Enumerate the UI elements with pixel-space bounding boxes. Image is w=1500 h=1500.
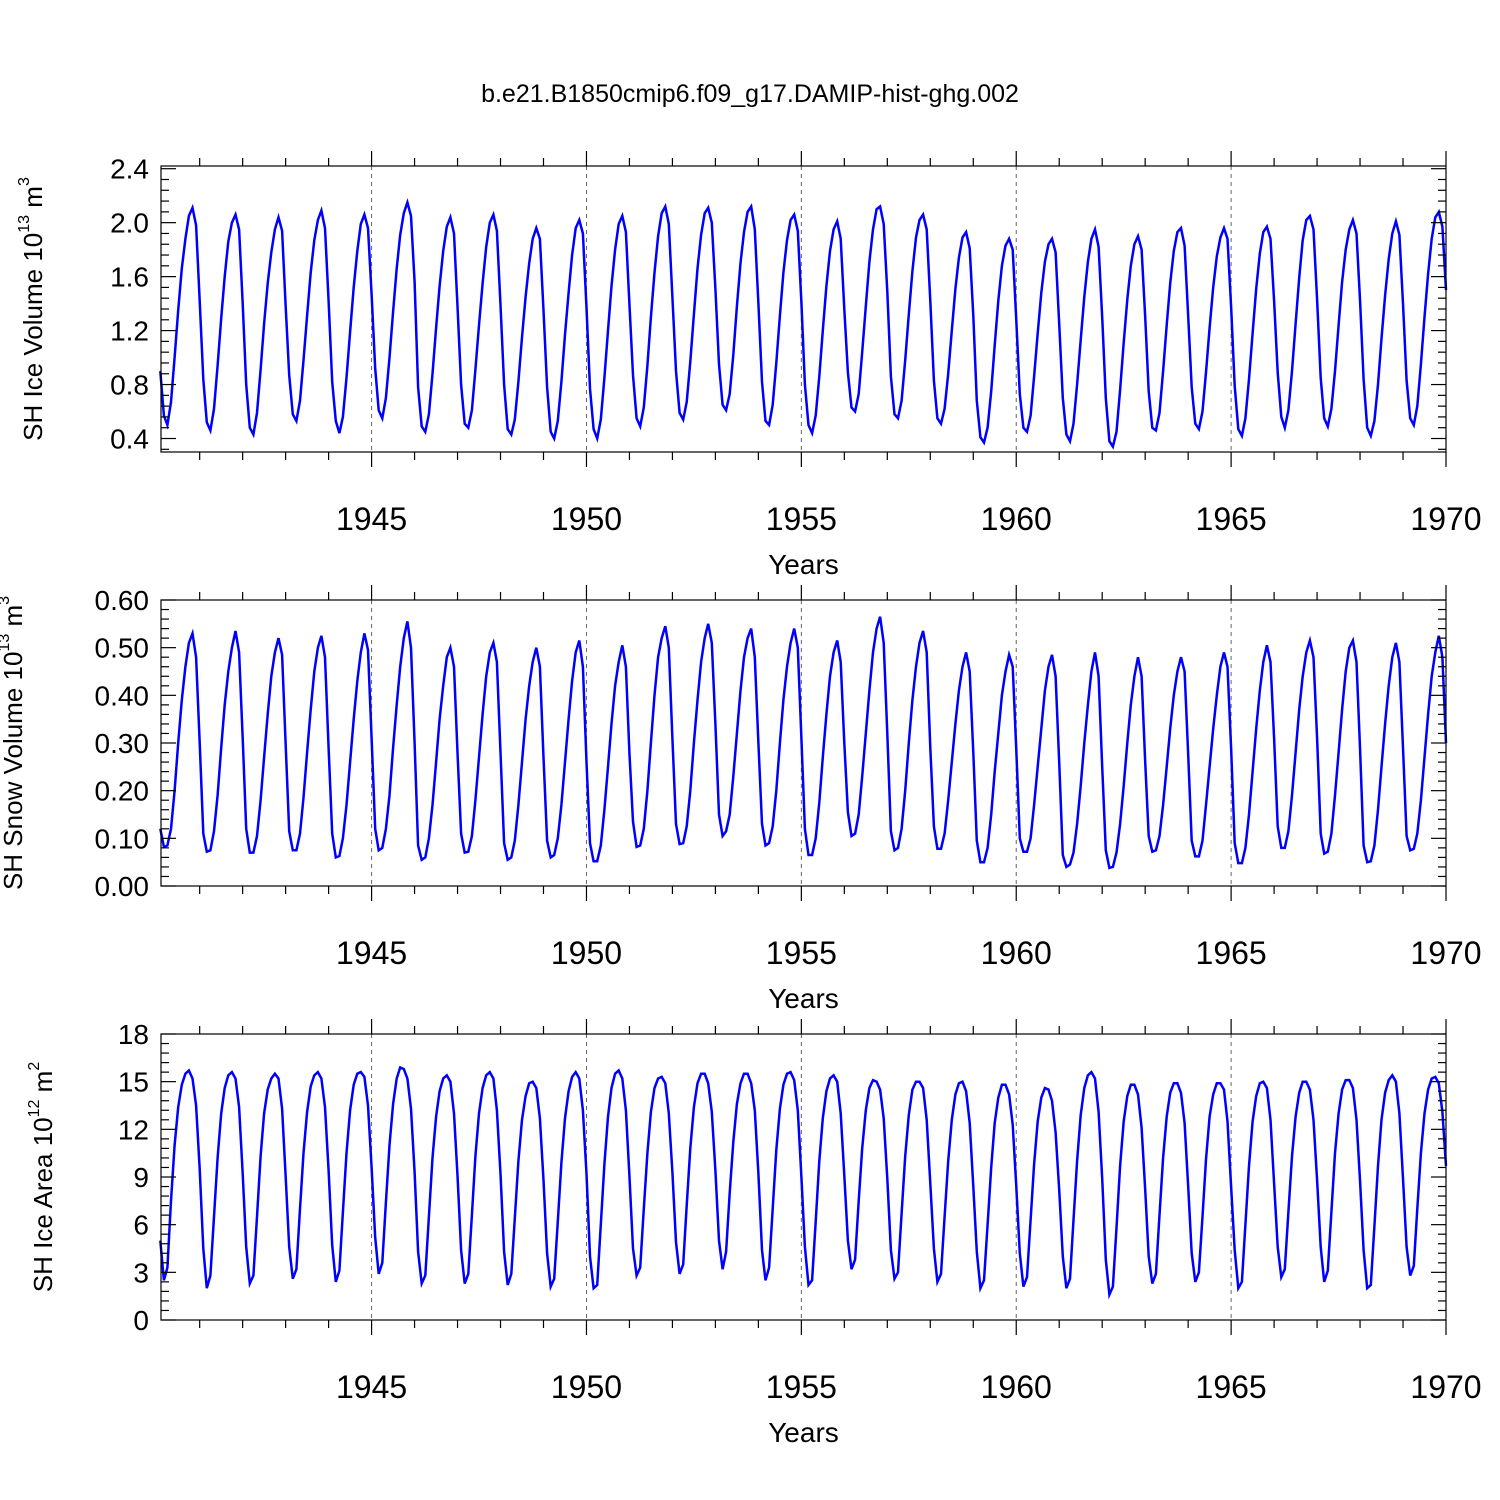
y-tick-label: 18 [118, 1019, 149, 1050]
tick-marks [161, 585, 1447, 901]
x-tick-label: 1950 [551, 501, 622, 537]
y-tick-label: 9 [133, 1162, 149, 1193]
x-tick-label: 1960 [981, 1369, 1052, 1405]
y-axis-label: SH Ice Area 1012 m2 [26, 1062, 58, 1293]
plot-frame [160, 599, 1447, 887]
y-tick-label: 3 [133, 1257, 149, 1288]
y-tick-label: 2.0 [110, 208, 149, 239]
y-axis-label-prefix: SH Ice Volume 10 [18, 233, 48, 441]
y-tick-label: 0.8 [110, 370, 149, 401]
y-tick-label: 6 [133, 1210, 149, 1241]
y-tick-label: 0.4 [110, 424, 149, 455]
x-axis-label: Years [768, 1417, 839, 1448]
y-axis-label: SH Ice Volume 1013 m3 [16, 177, 48, 441]
y-tick-labels: 0.00 0.10 0.20 0.30 0.40 0.50 0.60 [95, 585, 150, 902]
x-tick-label: 1970 [1410, 1369, 1481, 1405]
y-axis-label-exponent: 12 [26, 1099, 43, 1117]
panel-snow-volume: 0.00 0.10 0.20 0.30 0.40 0.50 0.60 1945 1950 195… [0, 585, 1482, 1014]
x-tick-label: 1950 [551, 1369, 622, 1405]
y-tick-label: 0.40 [95, 680, 150, 711]
x-tick-label: 1965 [1196, 501, 1267, 537]
x-tick-label: 1945 [336, 1369, 407, 1405]
y-tick-labels: 0 3 6 9 12 15 18 [118, 1019, 149, 1336]
x-tick-label: 1955 [766, 501, 837, 537]
y-tick-label: 0.00 [95, 871, 150, 902]
y-tick-label: 1.2 [110, 316, 149, 347]
figure-title: b.e21.B1850cmip6.f09_g17.DAMIP-hist-ghg.… [481, 80, 1019, 108]
y-tick-label: 0.50 [95, 633, 150, 664]
x-tick-labels: 1945 1950 1955 1960 1965 1970 [336, 501, 1482, 537]
y-axis-label-unit: m [28, 1071, 58, 1100]
y-tick-label: 0 [133, 1305, 149, 1336]
y-tick-label: 1.6 [110, 262, 149, 293]
y-tick-label: 0.10 [95, 823, 150, 854]
y-axis-label-unit-exponent: 3 [0, 596, 13, 605]
x-tick-labels: 1945 1950 1955 1960 1965 1970 [336, 935, 1482, 971]
snow-volume-series-line [159, 616, 1448, 870]
y-axis-label-unit: m [18, 186, 48, 215]
y-axis-label-unit-exponent: 3 [16, 177, 33, 186]
x-tick-label: 1960 [981, 935, 1052, 971]
x-tick-label: 1950 [551, 935, 622, 971]
panel-ice-volume: 0.40.81.21.62.02.4 1945 1950 1955 1960 1965 1… [16, 151, 1482, 580]
y-tick-label: 2.4 [110, 154, 149, 185]
y-axis-label-unit: m [0, 605, 28, 634]
y-tick-label: 0.20 [95, 776, 150, 807]
y-tick-label: 15 [118, 1067, 149, 1098]
y-axis-label: SH Snow Volume 1013 m3 [0, 596, 28, 890]
x-axis-label: Years [768, 549, 839, 580]
x-tick-label: 1965 [1196, 935, 1267, 971]
plot-frame [160, 165, 1447, 453]
x-tick-label: 1965 [1196, 1369, 1267, 1405]
tick-marks [161, 151, 1447, 467]
y-tick-label: 12 [118, 1114, 149, 1145]
plot-frame [160, 1033, 1447, 1321]
x-tick-label: 1945 [336, 501, 407, 537]
x-tick-label: 1945 [336, 935, 407, 971]
x-tick-label: 1955 [766, 1369, 837, 1405]
y-axis-label-unit-exponent: 2 [26, 1062, 43, 1071]
y-axis-label-prefix: SH Snow Volume 10 [0, 652, 28, 890]
x-tick-label: 1970 [1410, 935, 1481, 971]
x-tick-labels: 1945 1950 1955 1960 1965 1970 [336, 1369, 1482, 1405]
x-tick-label: 1960 [981, 501, 1052, 537]
y-axis-label-exponent: 13 [0, 634, 13, 652]
ice-volume-series-line [159, 198, 1448, 450]
y-axis-label-exponent: 13 [16, 215, 33, 233]
x-tick-label: 1955 [766, 935, 837, 971]
y-axis-label-prefix: SH Ice Area 10 [28, 1117, 58, 1292]
x-tick-label: 1970 [1410, 501, 1481, 537]
ice-area-series-line [159, 1065, 1448, 1300]
x-axis-label: Years [768, 983, 839, 1014]
tick-marks [161, 1019, 1447, 1335]
panel-ice-area: 0 3 6 9 12 15 18 1945 1950 1955 1960 1965 1970 Year… [26, 1019, 1482, 1448]
y-tick-labels: 0.4 0.8 1.2 1.6 2.0 2.4 [110, 154, 149, 455]
y-tick-label: 0.60 [95, 585, 150, 616]
y-tick-label: 0.30 [95, 728, 150, 759]
